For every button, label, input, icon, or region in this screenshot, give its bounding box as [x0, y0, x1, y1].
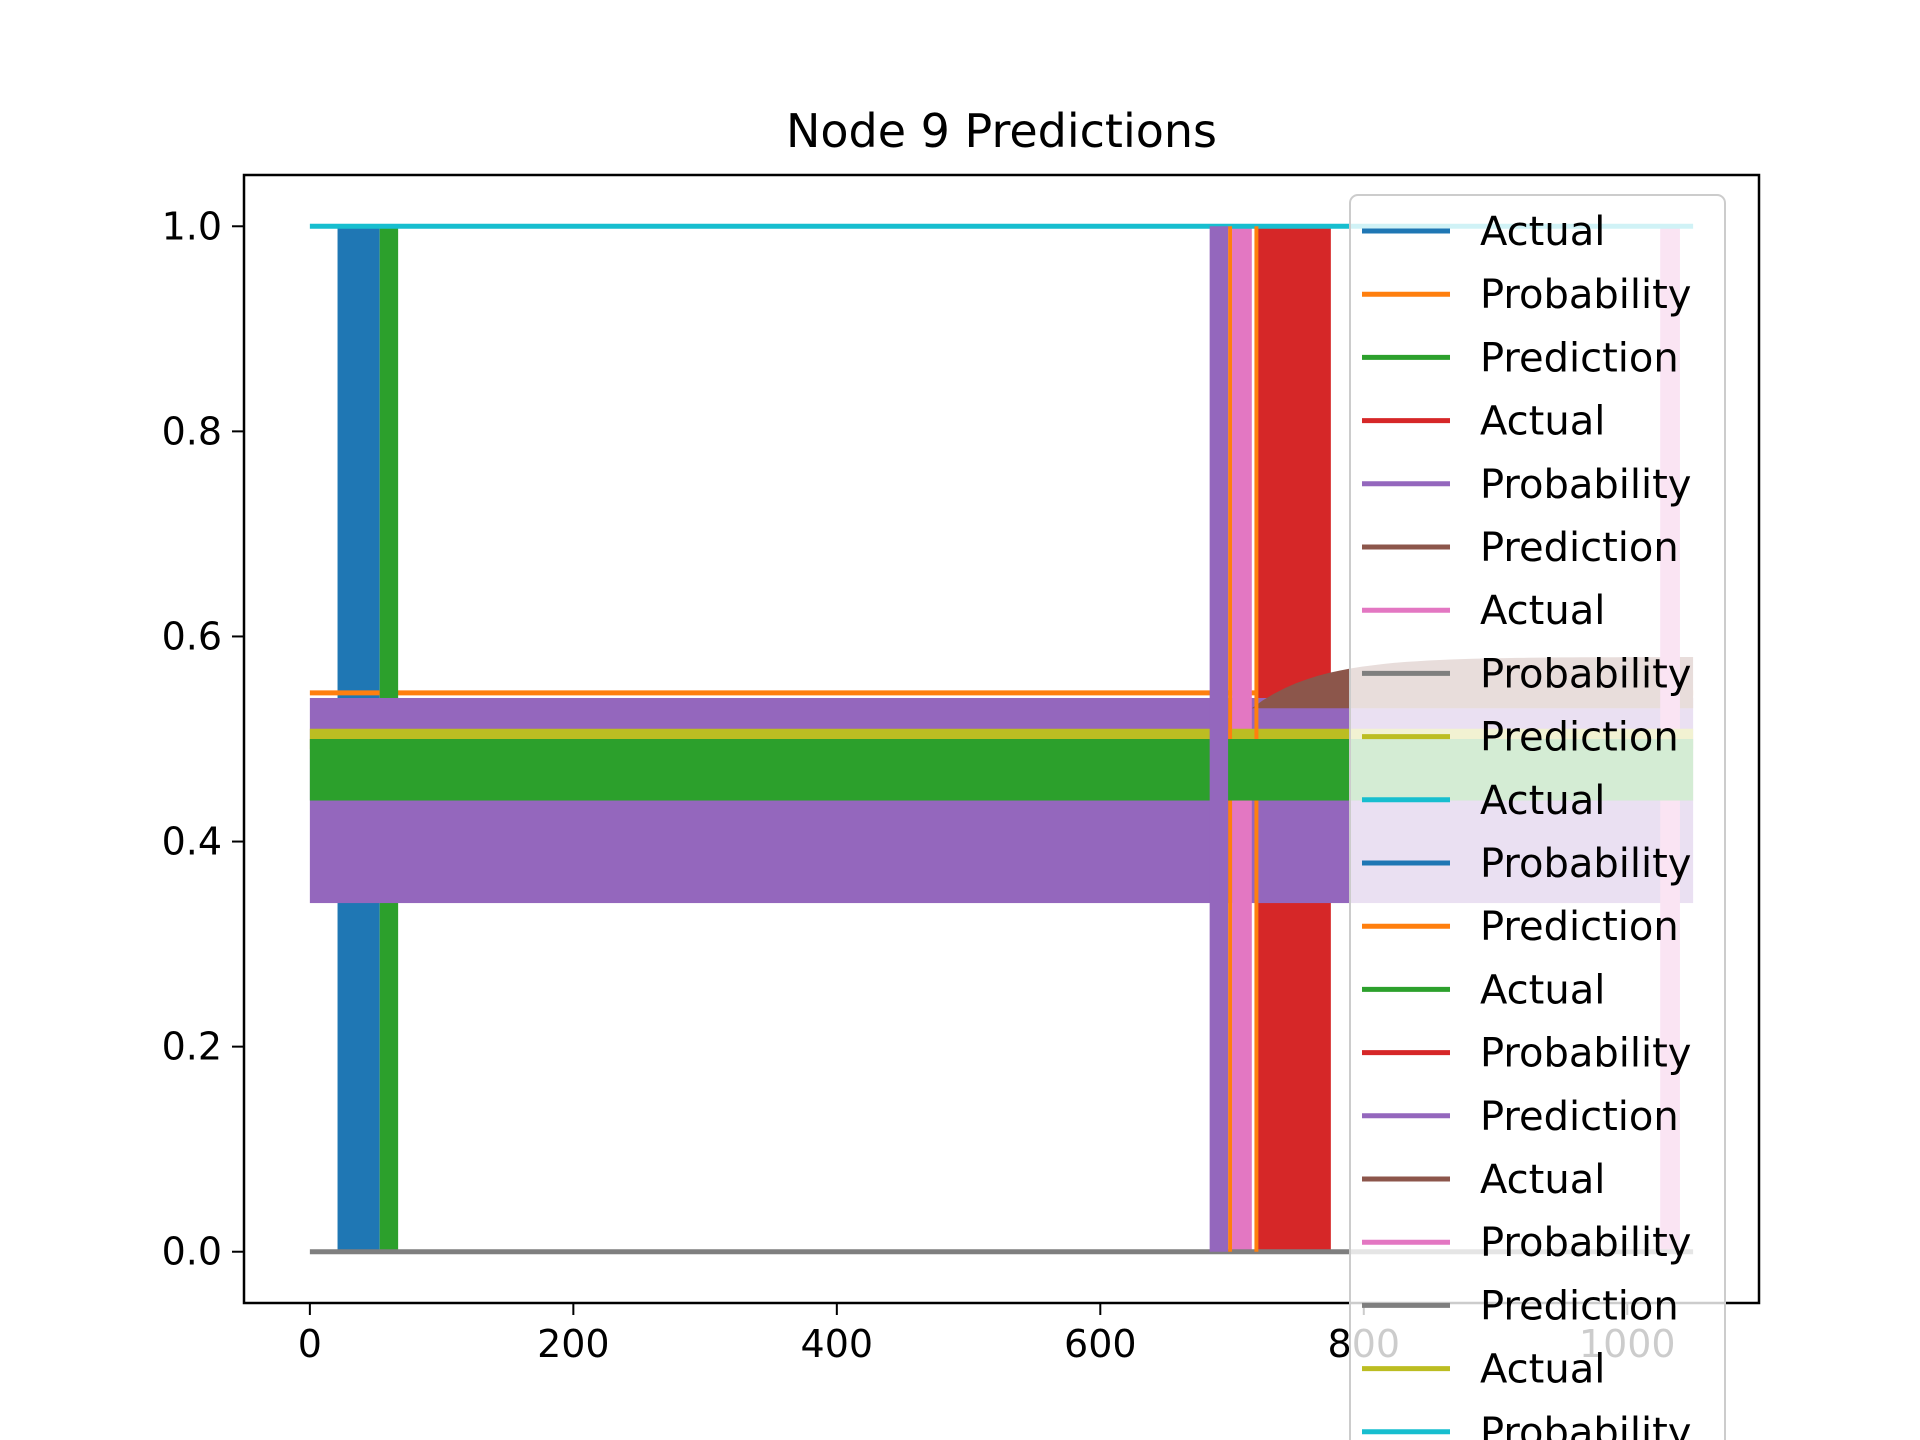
y-tick-label: 0.0: [162, 1230, 222, 1274]
x-tick-label: 0: [298, 1322, 322, 1366]
legend-label: Actual: [1480, 399, 1605, 445]
y-tick-label: 0.4: [162, 820, 222, 864]
legend-label: Probability: [1480, 841, 1691, 887]
legend-label: Actual: [1480, 1157, 1605, 1203]
legend-label: Probability: [1480, 462, 1691, 508]
legend-label: Actual: [1480, 588, 1605, 634]
series-pulse: [1209, 226, 1229, 1252]
legend-label: Probability: [1480, 1031, 1691, 1077]
legend-label: Actual: [1480, 778, 1605, 824]
legend-label: Probability: [1480, 1410, 1691, 1440]
legend-box: [1349, 194, 1726, 1440]
y-axis: 0.0 0.2 0.4 0.6 0.8 1.0: [162, 204, 244, 1274]
legend-label: Prediction: [1480, 1094, 1679, 1140]
legend-label: Actual: [1480, 209, 1605, 255]
series-15-prediction: [1209, 226, 1229, 1252]
legend-label: Probability: [1480, 272, 1691, 318]
legend-label: Prediction: [1480, 525, 1679, 571]
legend: Actual Probability Prediction Actual Probabi…: [1349, 194, 1726, 1440]
legend-label: Probability: [1480, 651, 1691, 697]
legend-label: Actual: [1480, 1347, 1605, 1393]
y-tick-label: 1.0: [162, 204, 222, 248]
legend-label: Actual: [1480, 967, 1605, 1013]
x-tick-label: 400: [801, 1322, 874, 1366]
chart-title: Node 9 Predictions: [786, 104, 1217, 158]
y-tick-label: 0.2: [162, 1025, 222, 1069]
x-tick-label: 200: [537, 1322, 610, 1366]
y-tick-label: 0.8: [162, 409, 222, 453]
legend-label: Probability: [1480, 1220, 1691, 1266]
x-tick-label: 600: [1064, 1322, 1137, 1366]
axes-frame: [242, 173, 1761, 1305]
legend-label: Prediction: [1480, 335, 1679, 381]
legend-label: Prediction: [1480, 1283, 1679, 1329]
legend-label: Prediction: [1480, 904, 1679, 950]
legend-label: Prediction: [1480, 715, 1679, 761]
y-tick-label: 0.6: [162, 614, 222, 658]
